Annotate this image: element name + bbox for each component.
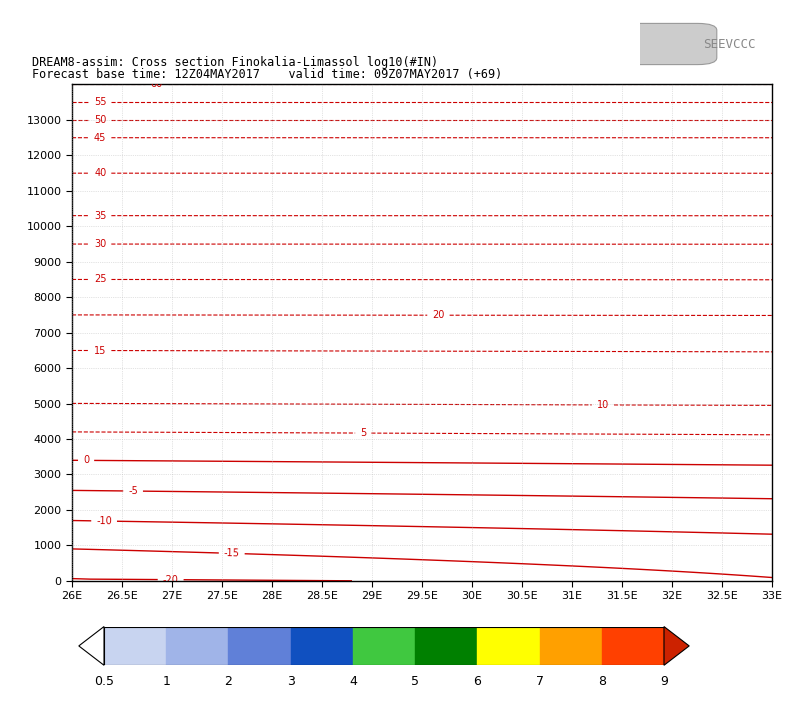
Bar (539, 627, 602, 665)
Text: 3: 3 (286, 675, 294, 688)
Bar (166, 627, 229, 665)
Text: 5: 5 (360, 428, 366, 438)
Text: 0: 0 (83, 455, 89, 465)
Text: 60: 60 (150, 80, 162, 89)
Bar (229, 627, 290, 665)
Text: Forecast base time: 12Z04MAY2017    valid time: 09Z07MAY2017 (+69): Forecast base time: 12Z04MAY2017 valid t… (32, 68, 502, 81)
Text: 50: 50 (94, 115, 106, 125)
Text: 55: 55 (94, 97, 106, 107)
Text: 1: 1 (162, 675, 170, 688)
Text: 7: 7 (535, 675, 543, 688)
Polygon shape (664, 627, 689, 665)
Bar (290, 627, 353, 665)
Text: SEEVCCC: SEEVCCC (703, 37, 756, 51)
Text: 45: 45 (94, 133, 106, 143)
Text: 35: 35 (94, 210, 106, 220)
Text: 6: 6 (474, 675, 482, 688)
Text: -15: -15 (224, 548, 240, 558)
Polygon shape (78, 627, 104, 665)
Bar (602, 627, 664, 665)
Bar (104, 627, 166, 665)
Text: 20: 20 (432, 310, 445, 320)
Text: 40: 40 (94, 168, 106, 178)
Text: 4: 4 (349, 675, 357, 688)
Bar (415, 627, 478, 665)
Text: 9: 9 (660, 675, 668, 688)
Bar (353, 627, 415, 665)
Text: -20: -20 (162, 574, 178, 585)
FancyBboxPatch shape (621, 23, 717, 65)
Bar (478, 627, 539, 665)
Text: 0.5: 0.5 (94, 675, 114, 688)
Text: 10: 10 (597, 400, 609, 410)
Text: 2: 2 (225, 675, 232, 688)
Text: 15: 15 (94, 346, 106, 356)
Text: -5: -5 (128, 486, 138, 496)
Text: DREAM8-assim: Cross section Finokalia-Limassol log10(#IN): DREAM8-assim: Cross section Finokalia-Li… (32, 56, 438, 69)
Text: 5: 5 (411, 675, 419, 688)
Text: -10: -10 (96, 516, 112, 526)
Text: 8: 8 (598, 675, 606, 688)
Text: 30: 30 (94, 239, 106, 249)
Text: 25: 25 (94, 275, 106, 284)
